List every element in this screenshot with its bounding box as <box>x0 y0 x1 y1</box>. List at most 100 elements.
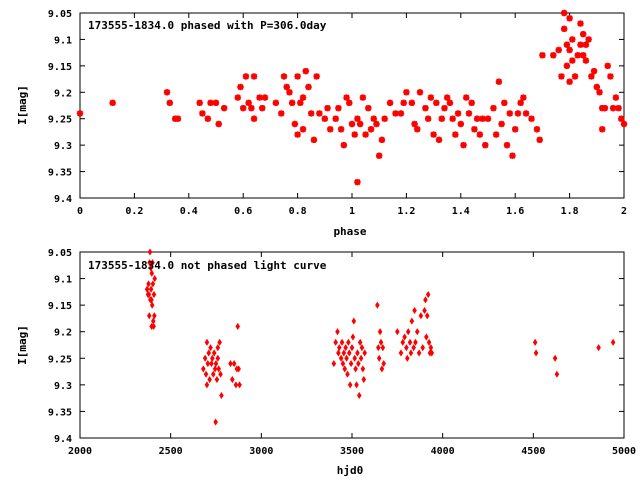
data-point <box>479 115 486 122</box>
data-point <box>408 349 414 357</box>
data-point <box>343 344 348 352</box>
data-point <box>552 354 558 362</box>
data-point <box>362 131 369 138</box>
data-point <box>386 99 394 107</box>
data-point <box>539 52 546 59</box>
data-point <box>280 73 288 80</box>
data-point <box>208 344 213 352</box>
data-point <box>321 115 328 122</box>
data-point <box>148 285 154 293</box>
data-point <box>407 338 413 346</box>
data-point <box>149 269 155 277</box>
data-point <box>405 328 411 336</box>
data-point <box>152 275 157 283</box>
data-point <box>476 131 484 138</box>
data-point <box>305 83 312 91</box>
data-point <box>342 365 348 373</box>
data-point <box>554 370 560 378</box>
unphased-light-curve-panel: 2000 2500 3000 3500 4000 4500 5000 9.05 9.1 9.15… <box>16 248 636 477</box>
y-tick-label: 9.05 <box>48 9 72 20</box>
data-point <box>471 126 478 133</box>
data-point <box>308 110 315 117</box>
data-point <box>503 141 511 149</box>
data-point <box>509 152 516 159</box>
x-tick-label: 4500 <box>521 446 545 457</box>
y-axis-label: I[mag] <box>16 325 29 365</box>
data-point <box>607 73 614 80</box>
data-point <box>109 99 116 107</box>
x-tick-label: 2 <box>621 206 627 217</box>
data-point <box>353 365 358 373</box>
data-point <box>596 89 603 96</box>
data-point <box>400 338 406 346</box>
chart-title: 173555-1834.0 phased with P=306.0day <box>88 19 327 32</box>
data-point <box>344 354 349 362</box>
data-point <box>146 312 152 320</box>
data-point <box>203 370 209 378</box>
data-point <box>230 375 235 384</box>
data-point <box>424 115 432 122</box>
data-point <box>522 110 530 117</box>
data-point <box>219 391 224 400</box>
data-point <box>207 99 214 107</box>
data-point <box>327 126 334 133</box>
data-point <box>381 115 388 122</box>
data-point <box>566 78 573 85</box>
data-point <box>596 344 601 352</box>
data-point <box>403 89 410 96</box>
y-tick-label: 9.25 <box>48 115 72 126</box>
data-point <box>204 338 210 346</box>
data-point <box>438 115 445 122</box>
data-point <box>144 285 150 293</box>
data-point <box>422 104 429 112</box>
data-point <box>216 365 221 373</box>
data-point <box>405 354 410 362</box>
data-point <box>149 322 154 330</box>
data-point <box>528 115 535 122</box>
data-point <box>199 110 206 117</box>
y-tick-label: 9.1 <box>54 35 72 46</box>
data-point <box>215 120 222 128</box>
data-point <box>420 344 425 352</box>
data-point <box>533 126 541 133</box>
y-tick-label: 9.05 <box>48 248 72 259</box>
data-point <box>302 67 309 75</box>
data-point <box>331 360 337 368</box>
data-point <box>354 381 359 389</box>
data-point <box>604 62 611 70</box>
x-tick-label: 4000 <box>431 446 455 457</box>
data-point <box>574 52 581 59</box>
data-point <box>256 94 263 101</box>
data-point <box>351 131 358 138</box>
data-point <box>359 344 365 352</box>
y-tick-label: 9.1 <box>54 275 72 286</box>
x-axis-label: hjd0 <box>337 464 364 477</box>
data-point <box>213 418 218 426</box>
data-point <box>248 104 255 112</box>
data-point <box>435 136 443 144</box>
data-point <box>501 99 508 107</box>
data-point <box>411 344 416 352</box>
x-ticks: 0 0.2 0.4 0.6 0.8 1 1.2 1.4 1.6 1.8 2 <box>77 13 627 217</box>
data-point <box>566 46 573 54</box>
data-point <box>148 264 153 272</box>
data-point <box>441 104 448 112</box>
x-tick-label: 1.8 <box>561 206 579 217</box>
data-point <box>430 131 437 138</box>
x-tick-label: 1.2 <box>397 206 415 217</box>
data-point <box>206 349 212 357</box>
y-tick-label: 9.2 <box>54 328 72 339</box>
data-point <box>449 115 456 122</box>
data-point <box>512 126 519 133</box>
data-point <box>560 9 568 17</box>
x-tick-label: 3500 <box>340 446 364 457</box>
x-tick-label: 3000 <box>249 446 273 457</box>
data-point <box>346 99 353 107</box>
data-point <box>612 94 620 101</box>
data-point <box>415 328 420 336</box>
data-point <box>425 290 431 299</box>
data-point <box>361 375 367 384</box>
data-point <box>210 354 215 362</box>
y-tick-label: 9.4 <box>54 194 72 205</box>
data-point <box>147 248 153 256</box>
